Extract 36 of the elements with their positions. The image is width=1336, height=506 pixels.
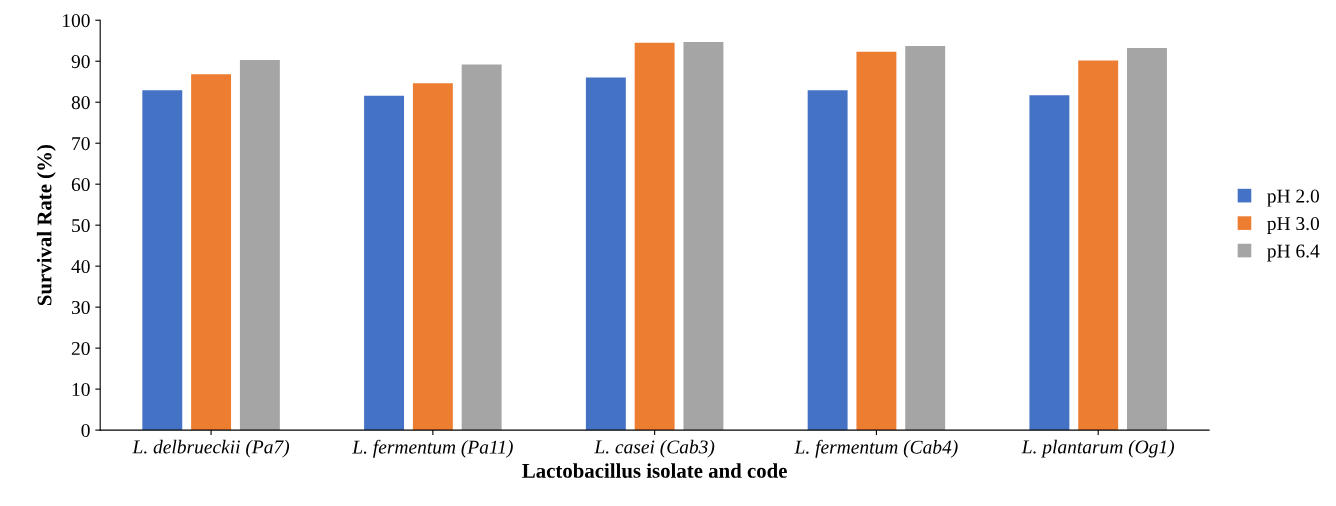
bar xyxy=(412,83,453,431)
y-tick-label: 80 xyxy=(71,96,90,110)
y-tick-label: 40 xyxy=(71,259,90,274)
bar xyxy=(142,90,183,431)
y-axis-title: Survival Rate (%) xyxy=(36,145,56,306)
y-tick-label: 20 xyxy=(71,341,90,356)
x-tick-label: L. plantarum (Og1) xyxy=(1021,439,1175,458)
legend-label: pH 6.4 xyxy=(1267,244,1320,262)
bar xyxy=(683,41,724,431)
y-tick-label: 70 xyxy=(72,137,90,151)
y-tick-label: 0 xyxy=(81,423,90,438)
y-tick-label: 50 xyxy=(72,218,90,233)
y-tick-label: 10 xyxy=(72,382,90,397)
legend-label: pH 2.0 xyxy=(1267,189,1320,207)
bar xyxy=(856,51,897,431)
bar xyxy=(634,42,675,431)
bar xyxy=(905,46,946,431)
bar xyxy=(1029,95,1070,431)
y-tick-label: 60 xyxy=(71,178,90,192)
bar xyxy=(239,60,280,431)
bar xyxy=(1078,60,1119,431)
bar xyxy=(364,95,405,431)
bar xyxy=(461,64,502,431)
x-tick-label: L. casei (Cab3) xyxy=(594,439,715,458)
bar xyxy=(1127,48,1167,431)
x-tick-label: L. delbrueckii (Pa7) xyxy=(132,439,290,458)
x-tick-label: L. fermentum (Cab4) xyxy=(794,439,958,458)
x-axis-title: Lactobacillus isolate and code xyxy=(522,463,787,478)
x-tick-label: L. fermentum (Pa11) xyxy=(352,439,513,458)
legend-label: pH 3.0 xyxy=(1267,216,1320,235)
bar xyxy=(191,74,232,431)
y-tick-label: 30 xyxy=(71,300,90,315)
y-tick-label: 100 xyxy=(63,14,90,28)
bar xyxy=(585,77,626,431)
bar xyxy=(807,90,848,431)
y-tick-label: 90 xyxy=(71,55,90,69)
